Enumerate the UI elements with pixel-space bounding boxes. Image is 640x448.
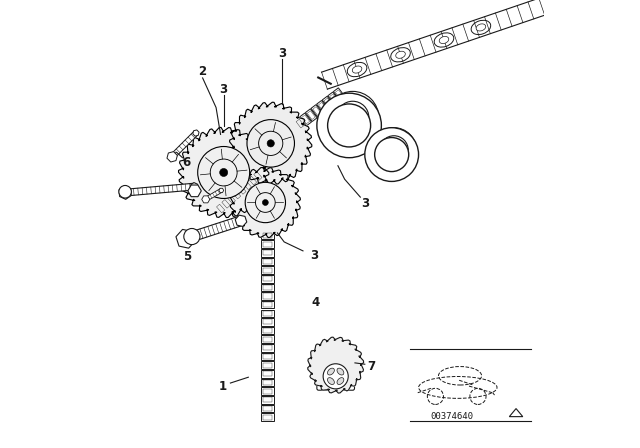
Polygon shape (261, 396, 275, 404)
Ellipse shape (348, 62, 367, 77)
Circle shape (337, 101, 369, 134)
Polygon shape (119, 186, 131, 199)
Circle shape (198, 146, 250, 198)
Polygon shape (125, 183, 195, 196)
Text: 6: 6 (182, 155, 191, 169)
Circle shape (262, 199, 268, 206)
Text: 3: 3 (361, 197, 369, 211)
Polygon shape (323, 96, 334, 109)
Polygon shape (333, 88, 345, 100)
Text: 4: 4 (311, 296, 319, 309)
Polygon shape (261, 232, 275, 239)
Polygon shape (305, 109, 317, 121)
Polygon shape (261, 266, 275, 274)
Ellipse shape (328, 368, 334, 375)
Polygon shape (241, 179, 253, 192)
Polygon shape (188, 185, 201, 197)
Polygon shape (236, 184, 248, 196)
Polygon shape (170, 131, 198, 159)
Ellipse shape (352, 66, 362, 73)
Polygon shape (193, 130, 199, 136)
Text: 3: 3 (278, 47, 286, 60)
Polygon shape (328, 92, 339, 105)
Circle shape (255, 193, 275, 212)
Polygon shape (261, 388, 275, 395)
Ellipse shape (391, 47, 410, 62)
Circle shape (371, 128, 416, 172)
Polygon shape (219, 188, 224, 193)
Polygon shape (308, 337, 364, 393)
Circle shape (374, 138, 409, 172)
FancyBboxPatch shape (317, 362, 355, 390)
Polygon shape (261, 405, 275, 412)
Polygon shape (202, 196, 210, 203)
Polygon shape (300, 113, 312, 126)
Circle shape (317, 93, 381, 158)
Circle shape (259, 131, 283, 155)
Ellipse shape (396, 51, 405, 58)
Text: 7: 7 (367, 360, 375, 373)
Ellipse shape (337, 378, 344, 384)
Polygon shape (167, 151, 177, 162)
Polygon shape (261, 318, 275, 326)
Polygon shape (236, 215, 247, 226)
Polygon shape (261, 292, 275, 300)
Polygon shape (230, 168, 300, 237)
Polygon shape (261, 258, 275, 265)
Polygon shape (184, 216, 243, 243)
Polygon shape (261, 275, 275, 283)
Polygon shape (179, 127, 269, 218)
Polygon shape (230, 188, 243, 201)
Ellipse shape (337, 368, 344, 375)
Polygon shape (230, 102, 312, 185)
Polygon shape (261, 284, 275, 291)
Text: 3: 3 (310, 249, 318, 262)
Circle shape (365, 128, 419, 181)
Polygon shape (261, 327, 275, 334)
Polygon shape (252, 170, 264, 182)
Polygon shape (220, 198, 232, 210)
Polygon shape (176, 229, 195, 248)
Circle shape (245, 182, 285, 223)
Polygon shape (261, 310, 275, 317)
Circle shape (184, 228, 200, 245)
Circle shape (119, 185, 131, 198)
Polygon shape (205, 189, 222, 201)
Polygon shape (225, 193, 237, 206)
Ellipse shape (471, 20, 491, 34)
Circle shape (220, 168, 228, 177)
Polygon shape (261, 336, 275, 343)
Polygon shape (261, 249, 275, 257)
Polygon shape (246, 174, 259, 187)
Text: 3: 3 (220, 83, 228, 96)
Ellipse shape (476, 24, 486, 31)
Polygon shape (294, 117, 306, 130)
Text: 5: 5 (183, 250, 191, 263)
Ellipse shape (434, 33, 454, 47)
Text: 2: 2 (198, 65, 207, 78)
Circle shape (247, 120, 294, 167)
Circle shape (210, 159, 237, 186)
Polygon shape (261, 414, 275, 421)
Circle shape (323, 364, 348, 389)
Polygon shape (261, 362, 275, 369)
Polygon shape (261, 379, 275, 386)
Ellipse shape (328, 378, 334, 384)
Polygon shape (214, 202, 227, 215)
Ellipse shape (439, 36, 449, 43)
Polygon shape (191, 183, 198, 190)
Polygon shape (311, 105, 323, 117)
Polygon shape (261, 344, 275, 352)
Text: 1: 1 (218, 379, 227, 393)
Polygon shape (261, 240, 275, 248)
Circle shape (328, 104, 371, 147)
Circle shape (326, 91, 379, 143)
Circle shape (267, 140, 275, 147)
Text: 00374640: 00374640 (431, 412, 474, 421)
Polygon shape (261, 301, 275, 309)
Polygon shape (317, 100, 328, 113)
Circle shape (380, 136, 408, 164)
Polygon shape (261, 353, 275, 360)
Polygon shape (261, 370, 275, 378)
